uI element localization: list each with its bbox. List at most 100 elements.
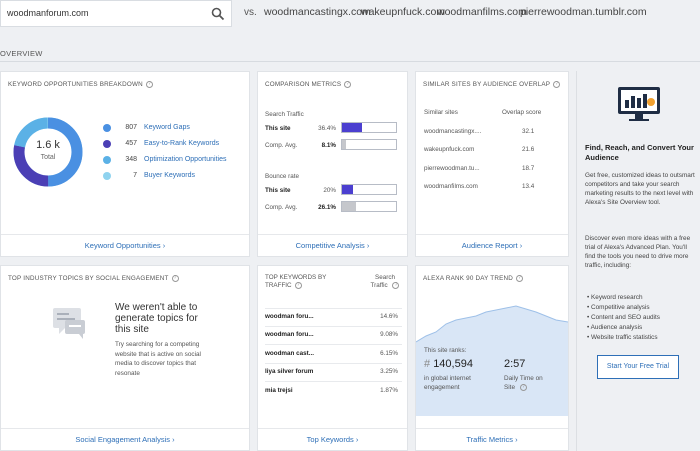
overlap-score: 21.6 — [522, 146, 535, 153]
promo-paragraph-2: Discover even more ideas with a free tri… — [585, 235, 691, 269]
bounce-rate-this-bar — [341, 184, 397, 195]
similar-site-link[interactable]: woodmanfilms.com — [424, 183, 478, 190]
rank-trend-chart — [416, 305, 568, 416]
bar-fill — [342, 140, 347, 149]
donut-total-label: Total — [40, 154, 56, 161]
help-icon[interactable]: ? — [392, 282, 400, 289]
overlap-score-column-header: Overlap score — [502, 109, 542, 116]
no-topics-body: Try searching for a competing website th… — [115, 341, 201, 377]
keyword-traffic: 1.87% — [380, 387, 398, 394]
this-site-label: This site — [265, 125, 291, 132]
similar-site-link[interactable]: woodmancastingx.... — [424, 128, 482, 135]
divider — [265, 363, 402, 364]
help-icon[interactable]: ? — [145, 81, 153, 88]
help-icon[interactable]: ? — [294, 282, 302, 289]
keyword-gaps-link[interactable]: Keyword Gaps — [144, 124, 190, 131]
comp-avg-label: Comp. Avg. — [265, 204, 298, 211]
easy-to-rank-link[interactable]: Easy-to-Rank Keywords — [144, 140, 220, 147]
legend-dot-buyer-keywords — [103, 172, 111, 180]
compare-site-2[interactable]: wakeupnfuck.com — [361, 6, 446, 18]
no-topics-heading: We weren't able to generate topics for t… — [115, 302, 198, 335]
industry-topics-card: TOP INDUSTRY TOPICS BY SOCIAL ENGAGEMENT… — [0, 265, 250, 451]
search-traffic-this-bar — [341, 122, 397, 133]
bar-fill — [342, 202, 357, 211]
comp-avg-label: Comp. Avg. — [265, 142, 298, 149]
donut-segment-keyword-gaps — [13, 117, 83, 187]
help-icon[interactable]: ? — [171, 275, 179, 282]
divider — [265, 326, 402, 327]
similar-site-link[interactable]: wakeupnfuck.com — [424, 146, 475, 153]
vs-label: vs. — [244, 7, 257, 18]
traffic-metrics-link[interactable]: Traffic Metrics › — [416, 428, 568, 450]
card-title: KEYWORD OPPORTUNITIES BREAKDOWN? — [8, 81, 153, 88]
keyword-traffic: 6.15% — [380, 350, 398, 357]
alexa-rank-card: ALEXA RANK 90 DAY TREND? This site ranks… — [415, 265, 569, 451]
keyword-gaps-count: 807 — [125, 124, 137, 131]
audience-report-link[interactable]: Audience Report › — [416, 234, 568, 256]
legend-dot-easy-to-rank — [103, 140, 111, 148]
compare-site-3[interactable]: woodmanfilms.com — [437, 6, 527, 18]
search-traffic-avg-value: 8.1% — [321, 142, 336, 149]
keyword-opportunities-link[interactable]: Keyword Opportunities › — [1, 234, 249, 256]
promo-paragraph-1: Get free, customized ideas to outsmart c… — [585, 172, 695, 206]
help-icon[interactable]: ? — [344, 81, 352, 88]
daily-time-caption: Daily Time on Site ? — [504, 375, 543, 391]
easy-to-rank-count: 457 — [125, 140, 137, 147]
top-bar: woodmanforum.com vs. woodmancastingx.com… — [0, 0, 700, 38]
search-icon[interactable] — [211, 7, 225, 21]
buyer-keywords-count: 7 — [133, 172, 137, 179]
bar-fill — [342, 185, 353, 194]
card-title: TOP INDUSTRY TOPICS BY SOCIAL ENGAGEMENT… — [8, 275, 179, 282]
social-engagement-analysis-link[interactable]: Social Engagement Analysis › — [1, 428, 249, 450]
search-traffic-label: Search Traffic — [265, 111, 304, 118]
card-title: SIMILAR SITES BY AUDIENCE OVERLAP? — [423, 81, 561, 88]
bullet-list-item: • Audience analysis — [587, 324, 643, 331]
similar-sites-column-header: Similar sites — [424, 109, 458, 116]
overlap-score: 32.1 — [522, 128, 535, 135]
promo-sidebar: Find, Reach, and Convert Your Audience G… — [576, 71, 700, 451]
optimization-link[interactable]: Optimization Opportunities — [144, 156, 227, 163]
similar-site-link[interactable]: pierrewoodman.tu... — [424, 165, 480, 172]
compare-site-1[interactable]: woodmancastingx.com — [264, 6, 371, 18]
competitive-analysis-link[interactable]: Competitive Analysis › — [258, 234, 407, 256]
keyword-traffic: 14.6% — [380, 313, 398, 320]
card-title: ALEXA RANK 90 DAY TREND? — [423, 275, 523, 282]
bounce-rate-label: Bounce rate — [265, 173, 299, 180]
help-icon[interactable]: ? — [516, 275, 523, 282]
compare-site-4[interactable]: pierrewoodman.tumblr.com — [520, 6, 647, 18]
help-icon[interactable]: ? — [553, 81, 561, 88]
divider — [265, 308, 402, 309]
monitor-chart-icon — [618, 87, 660, 121]
bounce-rate-this-value: 20% — [323, 187, 336, 194]
search-value: woodmanforum.com — [7, 8, 89, 18]
keyword-text: woodman cast... — [265, 350, 314, 357]
rank-caption: in global internet engagement — [424, 375, 471, 391]
card-title: COMPARISON METRICS? — [265, 81, 352, 88]
keyword-traffic: 3.25% — [380, 368, 398, 375]
keyword-donut-chart — [13, 117, 83, 187]
keyword-text: mia trejsi — [265, 387, 293, 394]
divider — [265, 381, 402, 382]
legend-dot-optimization — [103, 156, 111, 164]
start-free-trial-button[interactable]: Start Your Free Trial — [597, 355, 679, 379]
keyword-opportunities-card: KEYWORD OPPORTUNITIES BREAKDOWN? 1.6 k T… — [0, 71, 250, 257]
this-site-label: This site — [265, 187, 291, 194]
donut-segment-easy-to-rank — [13, 117, 83, 187]
optimization-count: 348 — [125, 156, 137, 163]
similar-sites-card: SIMILAR SITES BY AUDIENCE OVERLAP? Simil… — [415, 71, 569, 257]
keyword-traffic: 9.08% — [380, 331, 398, 338]
keyword-text: woodman foru... — [265, 331, 314, 338]
bullet-list-item: • Website traffic statistics — [587, 334, 658, 341]
overlap-score: 13.4 — [522, 183, 535, 190]
help-icon[interactable]: ? — [519, 383, 527, 391]
buyer-keywords-link[interactable]: Buyer Keywords — [144, 172, 195, 179]
rank-number: 140,594 — [433, 358, 473, 370]
keyword-text: woodman foru... — [265, 313, 314, 320]
rank-trend-line — [416, 305, 568, 343]
top-keywords-card: TOP KEYWORDS BY TRAFFIC? Search Traffic … — [257, 265, 408, 451]
top-keywords-link[interactable]: Top Keywords › — [258, 428, 407, 450]
legend-dot-keyword-gaps — [103, 124, 111, 132]
keyword-text: liya silver forum — [265, 368, 314, 375]
rank-prefix: # — [424, 358, 431, 370]
site-search-input[interactable]: woodmanforum.com — [0, 0, 232, 27]
